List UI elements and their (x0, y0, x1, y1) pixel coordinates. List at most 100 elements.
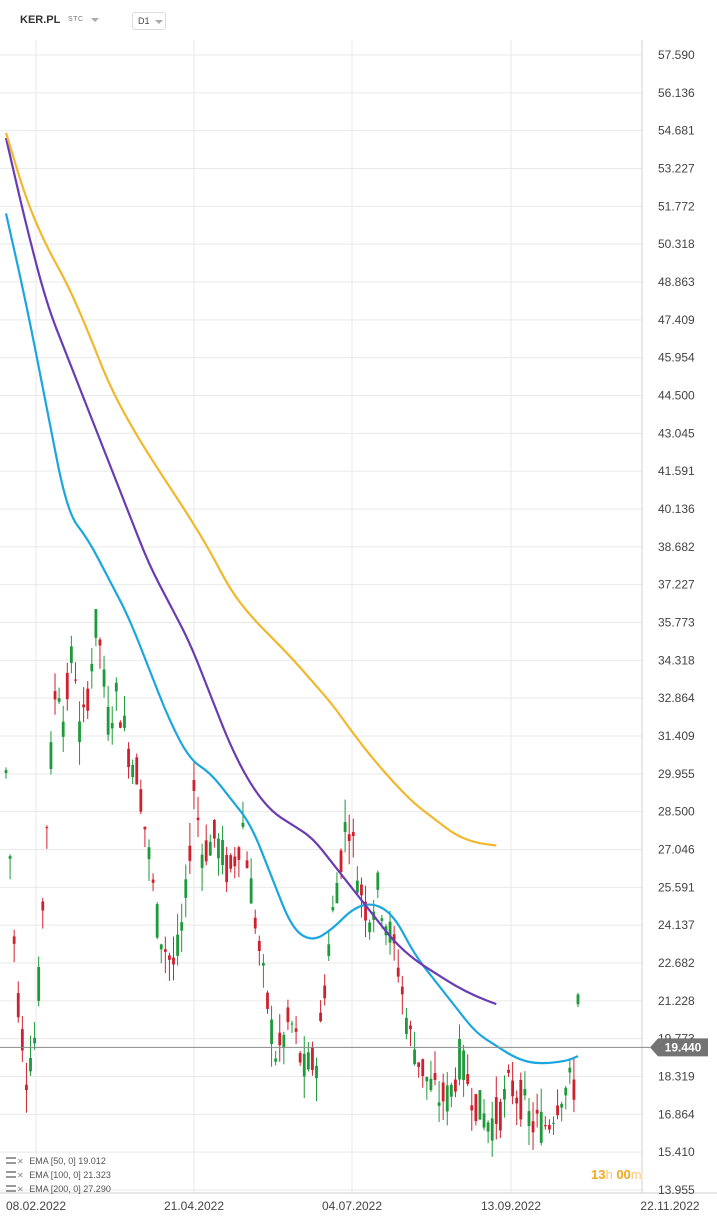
candle-body (425, 1076, 429, 1082)
candle-body (29, 1057, 32, 1072)
candle-body (131, 764, 135, 778)
symbol-dropdown-chevron-icon[interactable] (91, 18, 99, 22)
candle-body (482, 1113, 486, 1128)
candle-body (45, 827, 49, 829)
candle-body (490, 1118, 494, 1141)
candle-body (4, 770, 8, 774)
y-tick-label: 57.590 (658, 48, 695, 62)
candle-body (61, 721, 65, 737)
candle-body (572, 1079, 576, 1100)
y-tick-label: 37.227 (658, 578, 695, 592)
indicator-settings-icon[interactable] (6, 1185, 16, 1193)
candle-body (208, 841, 212, 856)
remove-indicator-icon[interactable]: ✕ (17, 1157, 24, 1166)
candle-body (429, 1078, 433, 1091)
candle-body (421, 1059, 425, 1077)
candle-body (98, 639, 102, 646)
candle-body (556, 1105, 559, 1116)
candle-body (69, 646, 73, 663)
candle-body (503, 1089, 506, 1100)
candle-body (462, 1050, 465, 1080)
candle-body (576, 994, 580, 1005)
candle-body (543, 1125, 547, 1127)
candle-body (123, 715, 126, 728)
candle-body (560, 1103, 564, 1108)
y-tick-label: 18.319 (658, 1069, 695, 1083)
remove-indicator-icon[interactable]: ✕ (17, 1185, 24, 1194)
candle-body (523, 1088, 527, 1096)
candle-body (564, 1087, 568, 1096)
candle-body (74, 679, 77, 681)
candle-body (143, 826, 147, 830)
candle-body (188, 845, 192, 861)
candle-body (65, 672, 69, 700)
candle-body (257, 940, 261, 951)
candle-body (127, 748, 130, 768)
candle-body (12, 936, 16, 944)
candle-body (466, 1074, 470, 1084)
candle-countdown: 13h 00m (591, 1167, 642, 1182)
candle-body (449, 1084, 453, 1097)
candle-body (302, 1053, 306, 1077)
y-tick-label: 45.954 (658, 351, 695, 365)
x-tick-label: 08.02.2022 (6, 1199, 66, 1213)
candle-body (294, 1028, 298, 1032)
candle-body (168, 955, 171, 960)
candle-body (413, 1049, 416, 1065)
candle-body (57, 698, 61, 702)
candle-body (94, 609, 98, 638)
y-tick-label: 34.318 (658, 653, 695, 667)
candle-body (135, 757, 139, 785)
indicator-settings-icon[interactable] (6, 1171, 16, 1179)
candle-body (343, 822, 347, 832)
x-tick-label: 13.09.2022 (481, 1199, 541, 1213)
ema-200-line (4, 132, 497, 847)
candle-body (433, 1072, 437, 1080)
legend-ema-200-value: 27.290 (83, 1184, 111, 1194)
symbol-label[interactable]: KER.PL (20, 14, 61, 26)
y-tick-label: 27.046 (658, 842, 695, 856)
candle-body (266, 992, 269, 1009)
candle-body (511, 1080, 515, 1097)
countdown-minutes: 00 (616, 1167, 631, 1182)
indicator-settings-icon[interactable] (6, 1157, 16, 1165)
candle-body (527, 1111, 531, 1127)
candle-body (196, 817, 200, 821)
legend-ema-50[interactable]: ✕ EMA [50, 0] 19.012 (6, 1155, 106, 1167)
candle-body (114, 682, 118, 692)
legend-ema-200-params: [200, 0] (50, 1184, 81, 1194)
legend-ema-100[interactable]: ✕ EMA [100, 0] 21.323 (6, 1169, 111, 1181)
candle-body (531, 1121, 535, 1133)
candle-body (274, 1058, 278, 1062)
candle-body (568, 1067, 572, 1073)
y-tick-label: 28.500 (658, 805, 695, 819)
candle-body (192, 780, 196, 791)
y-tick-label: 21.228 (658, 994, 695, 1008)
y-tick-label: 54.681 (658, 124, 695, 138)
y-tick-label: 41.591 (658, 464, 695, 478)
y-tick-label: 31.409 (658, 729, 695, 743)
candle-body (417, 1062, 421, 1068)
candle-body (282, 1034, 286, 1048)
timeframe-select[interactable]: D1 (132, 12, 166, 30)
candle-body (548, 1124, 551, 1130)
remove-indicator-icon[interactable]: ✕ (17, 1171, 24, 1180)
candle-body (241, 822, 245, 827)
candle-body (184, 879, 188, 898)
countdown-hours: 13 (591, 1167, 606, 1182)
candle-body (355, 880, 359, 893)
y-tick-label: 32.864 (658, 691, 695, 705)
y-tick-label: 38.682 (658, 540, 695, 554)
legend-ema-200[interactable]: ✕ EMA [200, 0] 27.290 (6, 1183, 111, 1195)
candle-body (470, 1105, 474, 1111)
candle-body (311, 1047, 314, 1071)
candle-body (437, 1102, 441, 1106)
candle-body (221, 840, 224, 866)
candle-body (539, 1111, 543, 1143)
candle-body (270, 1019, 273, 1045)
candle-body (245, 860, 249, 868)
candle-body (139, 789, 143, 812)
candle-body (147, 847, 151, 860)
